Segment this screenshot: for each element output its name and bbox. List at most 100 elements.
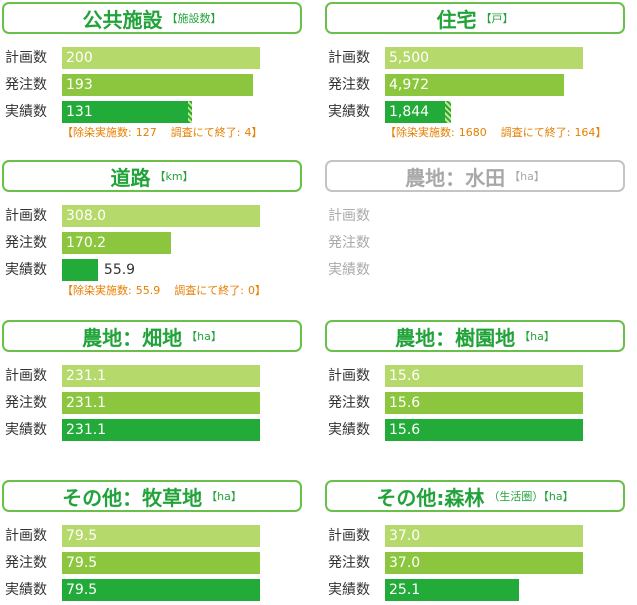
unit-text: 【km】 bbox=[154, 170, 194, 183]
title-text: その他:森林 bbox=[376, 485, 485, 510]
bar bbox=[62, 392, 260, 414]
bar bbox=[62, 47, 260, 69]
bar bbox=[62, 552, 260, 574]
note-text: 【除染実施数: bbox=[62, 126, 132, 139]
note-text: 調査にて終了: bbox=[500, 126, 571, 139]
note-text: 0 bbox=[247, 284, 255, 297]
category-label: 計画数 bbox=[5, 368, 47, 384]
category-label: 実績数 bbox=[328, 262, 370, 278]
panel-title: 農地：樹園地 【ha】 bbox=[325, 320, 625, 352]
panel-title: その他:森林 （生活圏）【ha】 bbox=[325, 480, 625, 512]
panel-title: 農地：畑地 【ha】 bbox=[2, 320, 302, 352]
category-label: 発注数 bbox=[5, 555, 47, 571]
bar bbox=[385, 579, 520, 601]
unit-text: 【ha】 bbox=[186, 330, 222, 343]
value-label: 25.1 bbox=[389, 582, 421, 598]
title-text: 公共施設 bbox=[82, 7, 163, 32]
value-label: 55.9 bbox=[103, 262, 136, 278]
note-text: 4 bbox=[244, 126, 252, 139]
category-label: 計画数 bbox=[328, 528, 370, 544]
title-text: 農地：水田 bbox=[405, 165, 506, 190]
note-text: 164 bbox=[574, 126, 596, 139]
note-text: 調査にて終了: bbox=[174, 284, 244, 297]
category-label: 計画数 bbox=[5, 50, 47, 66]
value-label: 200 bbox=[66, 50, 93, 66]
category-label: 実績数 bbox=[5, 422, 47, 438]
hatch bbox=[445, 101, 452, 123]
panel-title: 道路 【km】 bbox=[2, 160, 302, 192]
bar bbox=[385, 365, 583, 387]
value-label: 1,844 bbox=[389, 104, 430, 120]
note: 【除染実施数: 1680 調査にて終了: 164】 bbox=[385, 124, 606, 140]
note-text: 【除染実施数: bbox=[62, 284, 132, 297]
category-label: 発注数 bbox=[328, 395, 370, 411]
hatch bbox=[187, 101, 192, 123]
bar bbox=[62, 419, 260, 441]
bar bbox=[62, 579, 260, 601]
value-label: 79.5 bbox=[66, 555, 98, 571]
note-text: 【除染実施数: bbox=[385, 126, 455, 139]
note-text: 55.9 bbox=[135, 284, 161, 297]
category-label: 計画数 bbox=[328, 368, 370, 384]
value-label: 131 bbox=[66, 104, 93, 120]
value-label: 15.6 bbox=[389, 395, 421, 411]
panel-title: 農地：水田 【ha】 bbox=[325, 160, 625, 192]
category-label: 発注数 bbox=[5, 235, 47, 251]
value-label: 37.0 bbox=[389, 528, 421, 544]
title-text: 住宅 bbox=[436, 7, 477, 32]
bar bbox=[385, 419, 583, 441]
bar bbox=[385, 74, 564, 96]
value-label: 231.1 bbox=[66, 422, 107, 438]
value-label: 231.1 bbox=[66, 368, 107, 384]
value-label: 15.6 bbox=[389, 368, 421, 384]
category-label: 実績数 bbox=[328, 104, 370, 120]
panel-title: 公共施設 【施設数】 bbox=[2, 2, 302, 34]
category-label: 計画数 bbox=[328, 208, 370, 224]
unit-text: 【施設数】 bbox=[166, 12, 222, 25]
note-text: 1680 bbox=[458, 126, 487, 139]
note-text: 】 bbox=[595, 126, 607, 139]
category-label: 発注数 bbox=[328, 235, 370, 251]
category-label: 発注数 bbox=[5, 395, 47, 411]
note-text: 】 bbox=[254, 284, 266, 297]
value-label: 308.0 bbox=[66, 208, 107, 224]
title-text: 農地：樹園地 bbox=[395, 325, 516, 350]
note-text: 127 bbox=[135, 126, 157, 139]
bar bbox=[62, 101, 192, 123]
bar bbox=[62, 365, 260, 387]
bar bbox=[385, 552, 583, 574]
bar bbox=[385, 392, 583, 414]
category-label: 計画数 bbox=[5, 528, 47, 544]
panel-title: 住宅 【戸】 bbox=[325, 2, 625, 34]
bar bbox=[62, 259, 98, 281]
category-label: 実績数 bbox=[5, 104, 47, 120]
note-text: 】 bbox=[251, 126, 263, 139]
value-label: 15.6 bbox=[389, 422, 421, 438]
value-label: 5,500 bbox=[389, 50, 430, 66]
value-label: 37.0 bbox=[389, 555, 421, 571]
category-label: 発注数 bbox=[328, 555, 370, 571]
category-label: 実績数 bbox=[5, 582, 47, 598]
value-label: 170.2 bbox=[66, 235, 107, 251]
category-label: 実績数 bbox=[328, 582, 370, 598]
note-text: 調査にて終了: bbox=[170, 126, 241, 139]
bar bbox=[385, 525, 583, 547]
note: 【除染実施数: 127 調査にて終了: 4】 bbox=[62, 124, 262, 140]
bar bbox=[385, 101, 452, 123]
category-label: 計画数 bbox=[328, 50, 370, 66]
category-label: 発注数 bbox=[5, 77, 47, 93]
unit-text: 【ha】 bbox=[206, 490, 242, 503]
unit-text: 【ha】 bbox=[519, 330, 555, 343]
category-label: 実績数 bbox=[328, 422, 370, 438]
category-label: 実績数 bbox=[5, 262, 47, 278]
bar bbox=[62, 232, 172, 254]
unit-text: （生活圏）【ha】 bbox=[488, 490, 574, 503]
bar bbox=[62, 74, 254, 96]
unit-text: 【ha】 bbox=[509, 170, 545, 183]
value-label: 79.5 bbox=[66, 528, 98, 544]
title-text: 農地：畑地 bbox=[82, 325, 183, 350]
value-label: 79.5 bbox=[66, 582, 98, 598]
bar bbox=[62, 525, 260, 547]
value-label: 231.1 bbox=[66, 395, 107, 411]
